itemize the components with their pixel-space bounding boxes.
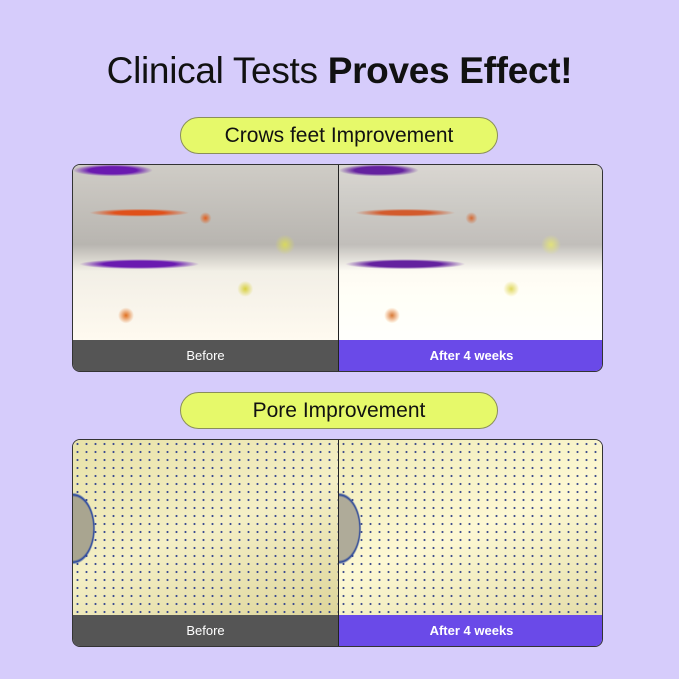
divider bbox=[338, 440, 339, 646]
pore-comparison: Before After 4 weeks bbox=[72, 439, 603, 647]
before-label: Before bbox=[73, 340, 338, 371]
after-label: After 4 weeks bbox=[339, 615, 602, 646]
before-label: Before bbox=[73, 615, 338, 646]
pore-after-image bbox=[339, 440, 602, 617]
pore-heading: Pore Improvement bbox=[180, 392, 498, 429]
page-title: Clinical Tests Proves Effect! bbox=[0, 50, 679, 92]
crows-feet-before-image bbox=[73, 165, 338, 342]
crows-feet-heading: Crows feet Improvement bbox=[180, 117, 498, 154]
title-regular: Clinical Tests bbox=[106, 50, 328, 91]
pore-before-image bbox=[73, 440, 338, 617]
crows-feet-after-image bbox=[339, 165, 602, 342]
title-bold: Proves Effect! bbox=[327, 50, 573, 91]
divider bbox=[338, 165, 339, 371]
crows-feet-comparison: Before After 4 weeks bbox=[72, 164, 603, 372]
after-label: After 4 weeks bbox=[339, 340, 602, 371]
